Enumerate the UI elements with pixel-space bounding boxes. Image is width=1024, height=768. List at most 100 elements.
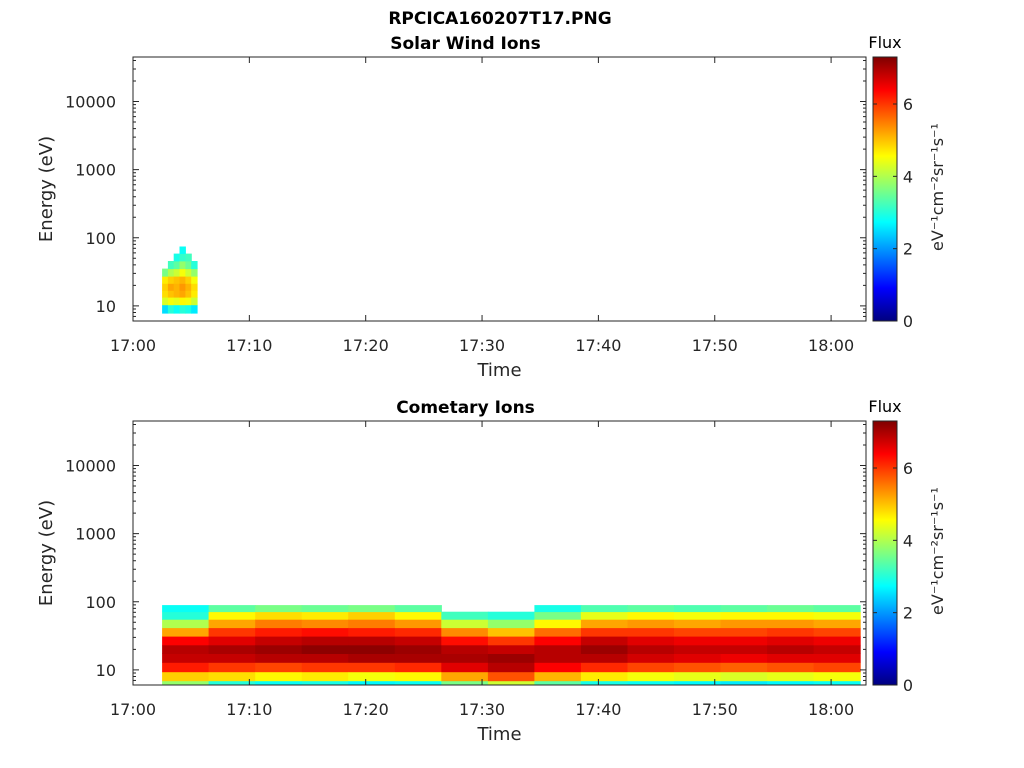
heatmap-cell	[534, 653, 582, 663]
heatmap-cell	[580, 644, 628, 654]
heatmap-cell	[167, 268, 175, 277]
heatmap-cell	[441, 671, 489, 682]
heatmap-cell	[167, 276, 175, 284]
heatmap-cell	[348, 671, 396, 682]
heatmap-cell	[162, 290, 169, 298]
heatmap-cell	[627, 636, 675, 646]
heatmap-cell	[191, 297, 198, 306]
heatmap-cell	[394, 611, 442, 620]
heatmap-cell	[191, 304, 198, 314]
heatmap-cell	[720, 644, 768, 654]
heatmap-cell	[720, 662, 768, 673]
heatmap-cell	[674, 662, 722, 673]
heatmap-cell	[720, 611, 768, 620]
heatmap-cell	[720, 619, 768, 629]
panel-1: 17:00 17:10 17:20 17:30 17:40 17:50 18:00 Time 1…	[36, 33, 947, 381]
heatmap-cell	[441, 680, 489, 686]
heatmap-cell	[208, 619, 256, 629]
panel-title: Solar Wind Ions	[390, 34, 541, 54]
heatmap-cell	[534, 662, 582, 673]
heatmap-cell	[720, 680, 768, 686]
heatmap-cell	[720, 653, 768, 663]
heatmap-cell	[179, 297, 186, 306]
heatmap-cell	[441, 611, 489, 620]
heatmap-cell	[208, 605, 256, 613]
x-tick-label: 17:30	[459, 336, 505, 355]
heatmap-cell	[441, 619, 489, 629]
y-tick-label: 100	[85, 229, 116, 248]
heatmap-cell	[580, 680, 628, 686]
heatmap-cell	[162, 653, 210, 663]
colorbar-tick-label: 4	[903, 531, 913, 550]
x-tick-label: 17:50	[692, 700, 738, 719]
colorbar-tick-label: 4	[903, 167, 913, 186]
heatmap-cell	[173, 276, 181, 284]
panel-title: Cometary Ions	[396, 398, 535, 418]
heatmap-cell	[173, 253, 181, 262]
heatmap-cell	[301, 680, 349, 686]
heatmap-cell	[167, 297, 175, 306]
heatmap-cell	[487, 636, 535, 646]
heatmap-cell	[185, 283, 192, 291]
heatmap-cell	[580, 662, 628, 673]
heatmap-cell	[162, 611, 210, 620]
colorbar-units-label: eV⁻¹cm⁻²sr⁻¹s⁻¹	[928, 123, 947, 251]
x-tick-label: 17:10	[226, 700, 272, 719]
heatmap-cell	[394, 662, 442, 673]
x-tick-label: 17:50	[692, 336, 738, 355]
colorbar-title: Flux	[868, 33, 901, 52]
heatmap-cell	[767, 605, 815, 613]
heatmap-cell	[162, 662, 210, 673]
y-axis-label: Energy (eV)	[36, 500, 57, 606]
heatmap-cell	[173, 268, 181, 277]
heatmap-cell	[627, 627, 675, 637]
x-tick-label: 17:20	[343, 336, 389, 355]
heatmap-cell	[348, 653, 396, 663]
heatmap-cell	[767, 671, 815, 682]
heatmap-cell	[185, 290, 192, 298]
heatmap-cell	[627, 619, 675, 629]
heatmap-cell	[534, 611, 582, 620]
heatmap-cell	[348, 644, 396, 654]
heatmap-cell	[191, 268, 198, 277]
heatmap-cell	[580, 627, 628, 637]
heatmap-cell	[720, 605, 768, 613]
heatmap-cell	[208, 671, 256, 682]
heatmap-cell	[173, 261, 181, 270]
x-tick-label: 17:10	[226, 336, 272, 355]
x-axis-label: Time	[476, 360, 521, 381]
heatmap-cell	[767, 636, 815, 646]
heatmap-cell	[627, 644, 675, 654]
heatmap-cell	[674, 644, 722, 654]
heatmap-cell	[167, 304, 175, 314]
heatmap-cell	[441, 662, 489, 673]
heatmap-cell	[255, 636, 303, 646]
heatmap-cell	[534, 605, 582, 613]
heatmap-cell	[301, 619, 349, 629]
heatmap-cell	[167, 283, 175, 291]
heatmap-cell	[674, 619, 722, 629]
heatmap-cell	[173, 304, 181, 314]
heatmap-cell	[208, 627, 256, 637]
heatmap-cell	[162, 304, 169, 314]
colorbar: 0 2 4 6 Flux eV⁻¹cm⁻²sr⁻¹s⁻¹	[868, 33, 947, 331]
heatmap-cell	[179, 268, 186, 277]
heatmap-cell	[179, 261, 186, 270]
heatmap-cell	[348, 636, 396, 646]
heatmap-cell	[534, 680, 582, 686]
heatmap-cell	[487, 671, 535, 682]
heatmap-cell	[167, 261, 175, 270]
heatmap-cell	[813, 619, 861, 629]
heatmap-cell	[487, 662, 535, 673]
heatmap-cell	[720, 671, 768, 682]
heatmap-cell	[813, 653, 861, 663]
heatmap-cell	[394, 653, 442, 663]
heatmap-cell	[301, 611, 349, 620]
heatmap-cell	[394, 619, 442, 629]
y-tick-label: 100	[85, 593, 116, 612]
heatmap-cell	[255, 671, 303, 682]
x-tick-label: 18:00	[808, 700, 854, 719]
heatmap-cell	[173, 297, 181, 306]
heatmap-cell	[534, 671, 582, 682]
